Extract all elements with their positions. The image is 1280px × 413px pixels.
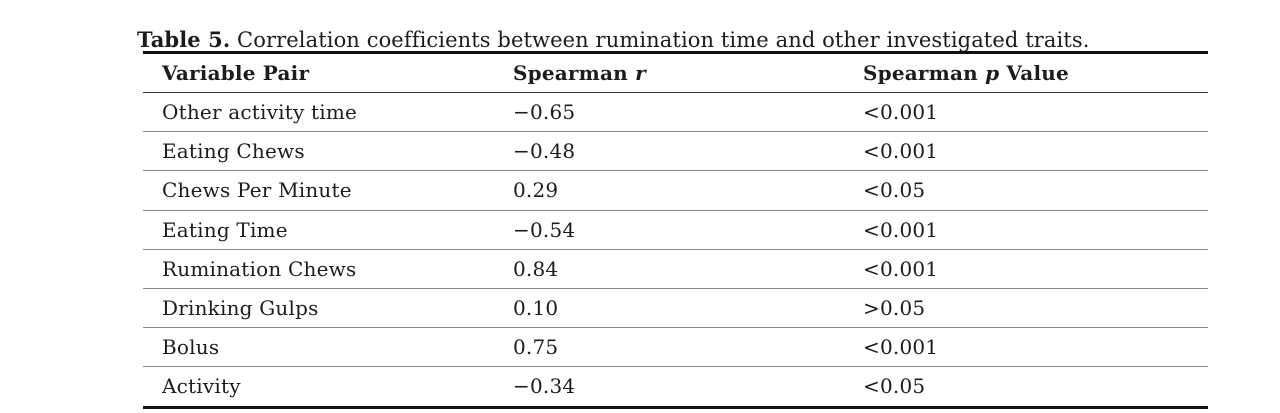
- table-row: Other activity time −0.65 <0.001: [143, 92, 1208, 133]
- cell-variable: Drinking Gulps: [143, 288, 513, 329]
- header-italic: p: [985, 61, 1000, 85]
- cell-variable: Bolus: [143, 327, 513, 368]
- table-header: Variable Pair Spearman r Spearman p Valu…: [143, 52, 1208, 93]
- table-row: Chews Per Minute 0.29 <0.05: [143, 170, 1208, 211]
- cell-p-value: >0.05: [863, 288, 1208, 329]
- table-caption-text: Correlation coefficients between ruminat…: [230, 28, 1090, 52]
- table-row: Activity −0.34 <0.05: [143, 367, 1208, 407]
- header-text: Spearman: [513, 61, 636, 85]
- col-header-spearman-p-value: Spearman p Value: [863, 52, 1208, 93]
- table-caption: Table 5. Correlation coefficients betwee…: [137, 26, 1090, 54]
- cell-p-value: <0.001: [863, 131, 1208, 172]
- col-header-variable-pair: Variable Pair: [143, 52, 513, 93]
- cell-spearman-r: 0.10: [513, 288, 863, 329]
- table-row: Eating Time −0.54 <0.001: [143, 210, 1208, 250]
- cell-p-value: <0.001: [863, 327, 1208, 368]
- table-body: Other activity time −0.65 <0.001 Eating …: [143, 92, 1208, 408]
- cell-p-value: <0.05: [863, 374, 926, 399]
- cell-spearman-r: −0.65: [513, 92, 863, 133]
- correlation-table: Variable Pair Spearman r Spearman p Valu…: [143, 51, 1208, 409]
- cell-spearman-r: 0.75: [513, 327, 863, 368]
- col-header-spearman-r: Spearman r: [513, 52, 863, 93]
- table-caption-label: Table 5.: [137, 27, 231, 52]
- cell-variable: Eating Chews: [143, 131, 513, 172]
- cell-p-value: <0.001: [863, 92, 1208, 133]
- header-text: Spearman: [863, 61, 986, 85]
- cell-p-value: <0.001: [863, 249, 1208, 289]
- cell-spearman-r: 0.84: [513, 249, 863, 289]
- header-text: Variable Pair: [162, 61, 310, 85]
- cell-variable: Activity: [162, 374, 241, 399]
- cell-p-value: <0.05: [863, 170, 1208, 211]
- header-row: Variable Pair Spearman r Spearman p Valu…: [143, 52, 1208, 93]
- table-row: Drinking Gulps 0.10 >0.05: [143, 288, 1208, 329]
- header-italic: r: [635, 61, 646, 85]
- cell-variable: Rumination Chews: [143, 249, 513, 289]
- table-row: Bolus 0.75 <0.001: [143, 327, 1208, 368]
- cell-variable: Eating Time: [143, 210, 513, 250]
- cell-spearman-r: 0.29: [513, 170, 863, 211]
- cell-variable: Chews Per Minute: [143, 170, 513, 211]
- table-row: Eating Chews −0.48 <0.001: [143, 131, 1208, 172]
- cell-spearman-r: −0.48: [513, 131, 863, 172]
- table-row: Rumination Chews 0.84 <0.001: [143, 249, 1208, 289]
- cell-variable: Other activity time: [143, 92, 513, 133]
- cell-spearman-r: −0.34: [513, 374, 576, 399]
- cell-spearman-r: −0.54: [513, 210, 863, 250]
- cell-p-value: <0.001: [863, 210, 1208, 250]
- header-suffix: Value: [999, 61, 1069, 85]
